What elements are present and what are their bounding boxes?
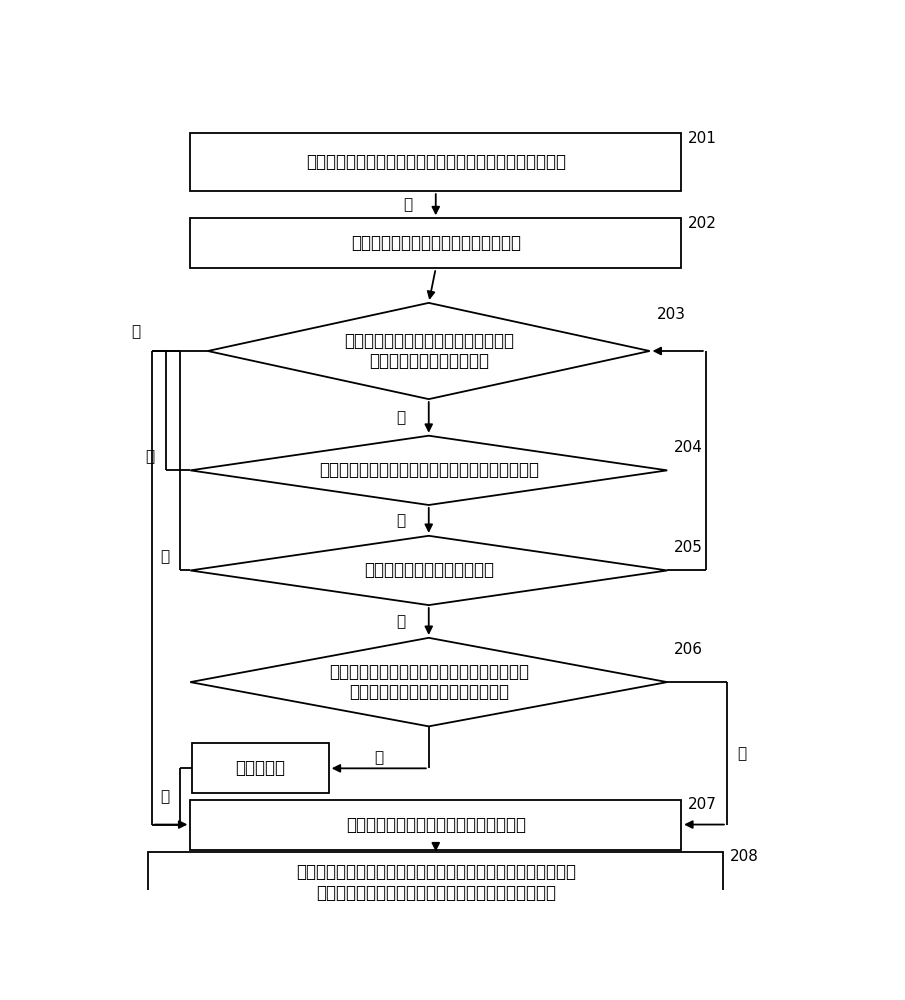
- Text: 判断该另一复制操作的操作时间与该操作时间
之间的时间差是否大于第一预设时长: 判断该另一复制操作的操作时间与该操作时间 之间的时间差是否大于第一预设时长: [329, 663, 529, 702]
- FancyBboxPatch shape: [148, 852, 723, 913]
- Text: 206: 206: [674, 642, 703, 657]
- Polygon shape: [208, 303, 650, 399]
- Text: 201: 201: [689, 131, 717, 146]
- Text: 是: 是: [738, 746, 747, 761]
- Text: 判断预设应用在距离该操作时间之前的
预设时间段内是否被打开过: 判断预设应用在距离该操作时间之前的 预设时间段内是否被打开过: [344, 332, 514, 370]
- Text: 不弹出弹窗: 不弹出弹窗: [235, 759, 285, 777]
- Text: 是: 是: [403, 197, 413, 212]
- Polygon shape: [190, 536, 667, 605]
- FancyBboxPatch shape: [190, 218, 681, 268]
- Text: 当检测到复制操作时，判断该复制操作是否为首次复制操作: 当检测到复制操作时，判断该复制操作是否为首次复制操作: [306, 153, 566, 171]
- Text: 207: 207: [689, 797, 717, 812]
- FancyBboxPatch shape: [190, 133, 681, 191]
- Text: 否: 否: [396, 410, 405, 425]
- Polygon shape: [190, 638, 667, 726]
- Text: 在预设应用上弹出与复制信息对应的弹窗: 在预设应用上弹出与复制信息对应的弹窗: [346, 816, 526, 834]
- Text: 判断是否检测到另一复制操作: 判断是否检测到另一复制操作: [364, 561, 494, 579]
- Text: 是: 是: [132, 324, 141, 339]
- Text: 否: 否: [374, 750, 384, 765]
- Text: 否: 否: [396, 513, 405, 528]
- Text: 否: 否: [160, 789, 169, 804]
- Text: 202: 202: [689, 216, 717, 231]
- Text: 203: 203: [657, 307, 686, 322]
- Text: 判断上一次弹出的弹窗的控制功能组件是否被调用: 判断上一次弹出的弹窗的控制功能组件是否被调用: [319, 461, 538, 479]
- FancyBboxPatch shape: [190, 800, 681, 850]
- Text: 204: 204: [674, 440, 703, 455]
- Text: 205: 205: [674, 540, 703, 555]
- Text: 是: 是: [146, 449, 155, 464]
- FancyBboxPatch shape: [192, 743, 329, 793]
- Text: 是: 是: [160, 549, 169, 564]
- Text: 208: 208: [730, 849, 759, 864]
- Text: 获取该复制操作的复制信息和操作时间: 获取该复制操作的复制信息和操作时间: [351, 234, 520, 252]
- Text: 在弹出弹窗之后的第二预设时长到达时，当弹窗的控制功能组件
上未检测到复制操作对应的粘贴操作时，关闭预设应用: 在弹出弹窗之后的第二预设时长到达时，当弹窗的控制功能组件 上未检测到复制操作对应…: [296, 863, 576, 902]
- Text: 是: 是: [396, 614, 405, 629]
- Polygon shape: [190, 436, 667, 505]
